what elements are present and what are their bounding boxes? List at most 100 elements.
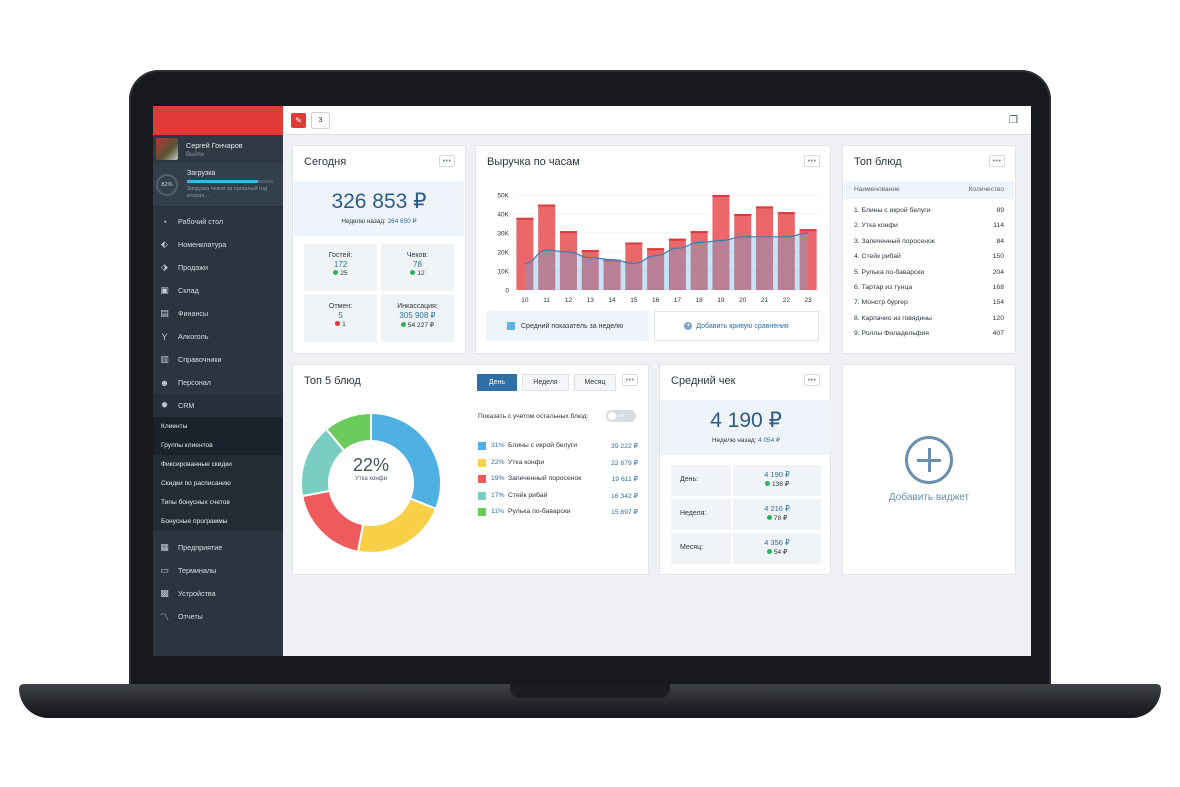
sidebar-item[interactable]: ▭ Терминалы bbox=[153, 559, 283, 582]
legend-item[interactable]: 17% Стейк рибай 16 342 ₽ bbox=[478, 489, 638, 503]
legend-swatch bbox=[478, 491, 486, 500]
sidebar-item[interactable]: ◔ Рабочий стол bbox=[153, 210, 283, 233]
sidebar-item[interactable]: ▣ Склад bbox=[153, 279, 283, 302]
plus-circle-icon: + bbox=[684, 322, 693, 330]
x-tick-label: 14 bbox=[608, 297, 616, 304]
crm-subnav-item[interactable]: Фиксированные скидки bbox=[161, 461, 232, 468]
screen: Сергей Гончаров Выйти 82% Загрузка Загру… bbox=[153, 106, 1031, 656]
legend-item[interactable]: 31% Блины с икрой белуги 39 222 ₽ bbox=[478, 439, 638, 453]
crm-subnav-item[interactable]: Клиенты bbox=[153, 417, 283, 436]
donut-slice[interactable] bbox=[356, 497, 438, 554]
period-month-tab[interactable]: Месяц bbox=[574, 374, 616, 391]
x-tick-label: 11 bbox=[543, 297, 550, 304]
table-row[interactable]: 8. Карпачио из говядины 120 bbox=[843, 312, 1015, 327]
sidebar-item[interactable]: ▤ Финансы bbox=[153, 302, 283, 325]
up-dot-icon bbox=[333, 270, 339, 275]
donut-slice[interactable] bbox=[301, 489, 365, 553]
sidebar-item[interactable]: Y Алкоголь bbox=[153, 325, 283, 348]
chat-icon[interactable]: ❐ bbox=[1009, 115, 1018, 126]
sidebar-item[interactable]: ☻ Персонал bbox=[153, 371, 283, 394]
user-profile[interactable]: Сергей Гончаров Выйти bbox=[153, 135, 283, 163]
revenue-widget: Выручка по часам ••• 0 10K 20K 30K 40K 50K 10 1… bbox=[475, 145, 831, 354]
sidebar-item[interactable]: ✹ CRM bbox=[153, 394, 283, 417]
column-header-name[interactable]: Наименование bbox=[854, 186, 900, 193]
more-icon[interactable]: ••• bbox=[439, 155, 455, 167]
table-row[interactable]: 5. Рулька по-баварски 204 bbox=[843, 266, 1015, 281]
sidebar-item[interactable]: ▥ Справочники bbox=[153, 348, 283, 371]
table-row[interactable]: 6. Тартар из тунца 168 bbox=[843, 281, 1015, 296]
more-icon[interactable]: ••• bbox=[804, 374, 820, 386]
dish-qty: 204 bbox=[992, 268, 1004, 276]
column-header-qty[interactable]: Количество bbox=[968, 186, 1004, 193]
sidebar-item[interactable]: ▦ Предприятие bbox=[153, 536, 283, 559]
cash-delta: 54 227 ₽ bbox=[407, 322, 435, 329]
revenue-bar bbox=[799, 229, 817, 290]
dish-qty: 150 bbox=[992, 253, 1004, 261]
table-row[interactable]: 9. Роллы Филадельфия 407 bbox=[843, 327, 1015, 342]
avg-week-ago-label: Неделю назад: bbox=[711, 437, 757, 444]
crm-subnav-item[interactable]: Скидки по расписанию bbox=[161, 480, 231, 487]
period-day-tab[interactable]: День bbox=[477, 374, 517, 391]
tag-count[interactable]: 3 bbox=[311, 112, 330, 129]
today-total-block: 326 853 ₽ Неделю назад: 264 650 ₽ bbox=[294, 181, 464, 236]
legend-amount: 39 222 ₽ bbox=[610, 443, 638, 450]
legend-name: Запеченный поросенок bbox=[508, 475, 582, 482]
donut-center-pct: 22% bbox=[352, 455, 390, 475]
y-tick-label: 0 bbox=[505, 288, 509, 295]
book-icon: ▥ bbox=[160, 354, 169, 364]
sidebar-item-label: Алкоголь bbox=[178, 332, 209, 341]
crm-subnav-item[interactable]: Бонусные программы bbox=[161, 518, 228, 525]
add-comparison-curve-button[interactable]: + Добавить кривую сравнения bbox=[654, 311, 819, 341]
table-row[interactable]: 3. Запеченный поросенок 84 bbox=[843, 235, 1015, 250]
avg-check-widget: Средний чек ••• 4 190 ₽ Неделю назад: 4 … bbox=[659, 364, 831, 575]
sidebar-item[interactable]: ⬗ Продажи bbox=[153, 256, 283, 279]
revenue-bar bbox=[625, 242, 643, 290]
sidebar-item-label: Рабочий стол bbox=[178, 217, 224, 226]
dish-name: 7. Монстр бургер bbox=[854, 299, 908, 307]
add-curve-label: Добавить кривую сравнения bbox=[696, 322, 789, 330]
avg-row-value-block: 4 216 ₽ 78 ₽ bbox=[733, 499, 821, 530]
logout-link[interactable]: Выйти bbox=[186, 151, 204, 158]
legend-item[interactable]: 19% Запеченный поросенок 19 611 ₽ bbox=[478, 472, 638, 486]
dish-qty: 114 bbox=[993, 222, 1004, 230]
more-icon[interactable]: ••• bbox=[804, 155, 820, 167]
loading-title: Загрузка bbox=[187, 169, 216, 177]
crm-subnav-item[interactable]: Группы клиентов bbox=[153, 436, 283, 455]
table-row[interactable]: 1. Блины с икрой белуги 89 bbox=[843, 204, 1015, 219]
period-week-tab[interactable]: Неделя bbox=[522, 374, 569, 391]
sidebar-brand-bar bbox=[153, 106, 283, 135]
revenue-bar-cap bbox=[690, 231, 708, 234]
donut-slice[interactable] bbox=[324, 411, 372, 453]
sidebar-item[interactable]: 〽 Отчеты bbox=[153, 605, 283, 628]
up-dot-icon bbox=[766, 549, 772, 554]
sidebar-item[interactable]: ▩ Устройства bbox=[153, 582, 283, 605]
cancels-stat: Отмен: 5 1 bbox=[304, 295, 377, 342]
avg-check-block: 4 190 ₽ Неделю назад: 4 054 ₽ bbox=[661, 400, 831, 455]
table-row[interactable]: 4. Стейк рибай 150 bbox=[843, 250, 1015, 265]
up-dot-icon bbox=[400, 322, 406, 327]
today-title: Сегодня bbox=[304, 156, 347, 168]
printer-icon: ▩ bbox=[160, 588, 169, 598]
sidebar-item-label: Устройства bbox=[178, 589, 216, 598]
sidebar-item-label: Отчеты bbox=[178, 612, 203, 621]
add-widget-button[interactable]: Добавить виджет bbox=[842, 364, 1016, 575]
revenue-bar-cap bbox=[668, 238, 686, 241]
people-icon: ☻ bbox=[159, 377, 170, 388]
more-icon[interactable]: ••• bbox=[989, 155, 1005, 167]
others-toggle[interactable]: нет bbox=[606, 410, 636, 422]
crm-subnav-item[interactable]: Типы бонусных счетов bbox=[161, 499, 230, 506]
sidebar-item[interactable]: ⬖ Номенклатура bbox=[153, 233, 283, 256]
avatar bbox=[156, 138, 178, 160]
legend-swatch bbox=[478, 475, 486, 483]
revenue-bar-cap bbox=[756, 206, 774, 209]
tag-icon[interactable]: ✎ bbox=[291, 113, 306, 128]
plus-icon bbox=[905, 436, 953, 484]
table-row[interactable]: 7. Монстр бургер 154 bbox=[843, 296, 1015, 311]
store-icon: ▦ bbox=[160, 542, 169, 552]
legend-item[interactable]: 22% Утка конфи 22 879 ₽ bbox=[478, 456, 638, 470]
table-row[interactable]: 2. Утка конфи 114 bbox=[843, 219, 1015, 234]
avg-check-row: Неделя: 4 216 ₽ 78 ₽ bbox=[671, 499, 821, 530]
legend-item[interactable]: 11% Рулька по-баварски 15 897 ₽ bbox=[478, 505, 638, 519]
more-icon[interactable]: ••• bbox=[622, 374, 638, 386]
donut-center-name: Утка конфи bbox=[355, 476, 387, 482]
